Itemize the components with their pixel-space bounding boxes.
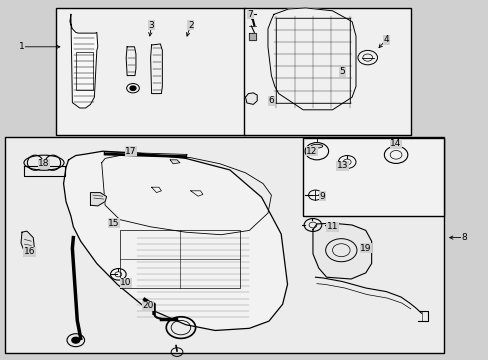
Text: 10: 10: [120, 278, 132, 287]
Text: 19: 19: [359, 244, 371, 253]
Text: 20: 20: [142, 302, 153, 310]
Text: 13: 13: [336, 161, 347, 170]
Bar: [5, 137, 443, 353]
Text: 6: 6: [268, 96, 274, 105]
Text: 16: 16: [23, 248, 35, 256]
Polygon shape: [267, 8, 355, 110]
Text: 7: 7: [247, 10, 253, 19]
Text: 8: 8: [461, 233, 467, 242]
Polygon shape: [150, 44, 162, 94]
Text: 18: 18: [38, 159, 50, 168]
Polygon shape: [312, 223, 371, 279]
Text: 4: 4: [383, 35, 388, 44]
Bar: [76, 52, 93, 90]
Text: 17: 17: [125, 147, 137, 156]
Polygon shape: [126, 47, 136, 76]
Text: 5: 5: [339, 68, 345, 77]
Text: 9: 9: [319, 192, 325, 201]
Bar: [56, 8, 244, 135]
Text: 15: 15: [108, 219, 120, 228]
Polygon shape: [21, 231, 34, 253]
Polygon shape: [249, 33, 256, 40]
Text: 14: 14: [389, 139, 401, 148]
Polygon shape: [170, 160, 180, 164]
Bar: [244, 8, 410, 135]
Text: 11: 11: [326, 222, 338, 231]
Text: 12: 12: [305, 147, 317, 156]
Circle shape: [130, 86, 136, 90]
Bar: [303, 138, 443, 216]
Text: 1: 1: [19, 42, 25, 51]
Circle shape: [72, 337, 80, 343]
Polygon shape: [90, 193, 106, 206]
Text: 2: 2: [187, 21, 193, 30]
Ellipse shape: [310, 144, 322, 148]
Polygon shape: [245, 93, 257, 104]
Text: 3: 3: [148, 21, 154, 30]
Polygon shape: [70, 14, 98, 108]
Polygon shape: [63, 151, 287, 330]
